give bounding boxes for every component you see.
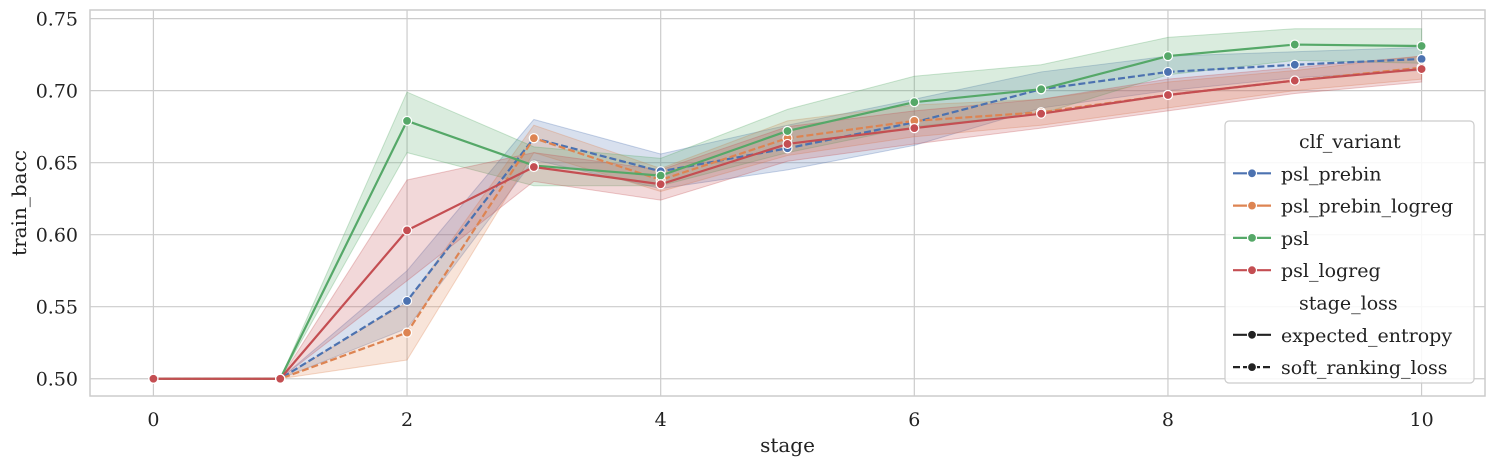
legend-swatch-marker	[1246, 168, 1258, 179]
point-psl_logreg	[148, 373, 159, 384]
legend-hue-title: clf_variant	[1299, 131, 1401, 153]
point-psl_logreg	[1416, 63, 1427, 75]
legend-style-marker	[1246, 329, 1258, 340]
point-psl	[1416, 40, 1427, 52]
point-psl	[909, 97, 920, 108]
legend-box	[1224, 120, 1475, 384]
point-psl	[1289, 39, 1300, 50]
y-tick-label: 0.50	[36, 369, 78, 391]
point-psl	[655, 170, 666, 181]
plot-frame	[89, 9, 1486, 397]
point-psl_logreg	[1289, 75, 1300, 86]
point-psl_logreg	[909, 123, 920, 134]
point-psl	[401, 115, 413, 127]
point-psl_logreg	[782, 138, 793, 150]
y-tick-label: 0.60	[36, 225, 78, 247]
y-tick-label: 0.70	[36, 81, 78, 103]
legend-style-marker	[1246, 362, 1258, 373]
point-psl_prebin_logreg	[401, 327, 413, 338]
point-psl_logreg	[401, 225, 413, 236]
legend: clf_variant psl_prebin psl_prebin_logregps…	[1224, 120, 1475, 384]
series-markers	[148, 39, 1427, 384]
point-psl_prebin	[1416, 53, 1427, 65]
x-tick-label: 6	[908, 409, 920, 431]
y-tick-label: 0.55	[36, 297, 78, 319]
legend-swatch-marker	[1246, 200, 1258, 211]
y-tick-label: 0.65	[36, 153, 78, 175]
legend-entry-label: psl_prebin_logreg	[1281, 196, 1453, 218]
legend-style-label: expected_entropy	[1281, 325, 1452, 347]
point-psl_prebin	[1162, 66, 1174, 78]
legend-entry-label: psl	[1281, 228, 1309, 250]
point-psl_prebin	[1289, 59, 1300, 70]
legend-swatch-marker	[1246, 265, 1258, 276]
legend-entry-label: psl_logreg	[1281, 260, 1381, 282]
x-tick-label: 4	[655, 409, 667, 431]
point-psl_logreg	[275, 373, 286, 384]
point-psl_logreg	[1162, 89, 1174, 101]
point-psl_logreg	[1036, 108, 1047, 119]
legend-style-title: stage_loss	[1299, 293, 1398, 315]
legend-swatch-marker	[1246, 232, 1258, 243]
legend-entry-label: psl_prebin	[1281, 163, 1381, 185]
point-psl_logreg	[528, 161, 539, 173]
x-tick-label: 0	[147, 409, 159, 431]
point-psl_logreg	[655, 179, 666, 190]
x-tick-label: 8	[1162, 409, 1174, 431]
point-psl	[1036, 84, 1047, 95]
y-axis-label: train_bacc	[7, 150, 31, 256]
y-tick-labels: 0.50 0.55 0.60 0.65 0.70 0.75	[36, 9, 78, 391]
x-tick-labels: 0 2 4 6 8 10	[147, 409, 1433, 431]
x-tick-label: 10	[1409, 409, 1433, 431]
point-psl	[1162, 50, 1174, 62]
point-psl	[782, 125, 793, 137]
y-tick-label: 0.75	[36, 9, 78, 31]
point-psl_prebin	[401, 295, 413, 307]
x-tick-label: 2	[401, 409, 413, 431]
legend-style-label: soft_ranking_loss	[1281, 357, 1448, 379]
x-axis-label: stage	[760, 433, 815, 457]
point-psl_prebin_logreg	[528, 133, 539, 144]
